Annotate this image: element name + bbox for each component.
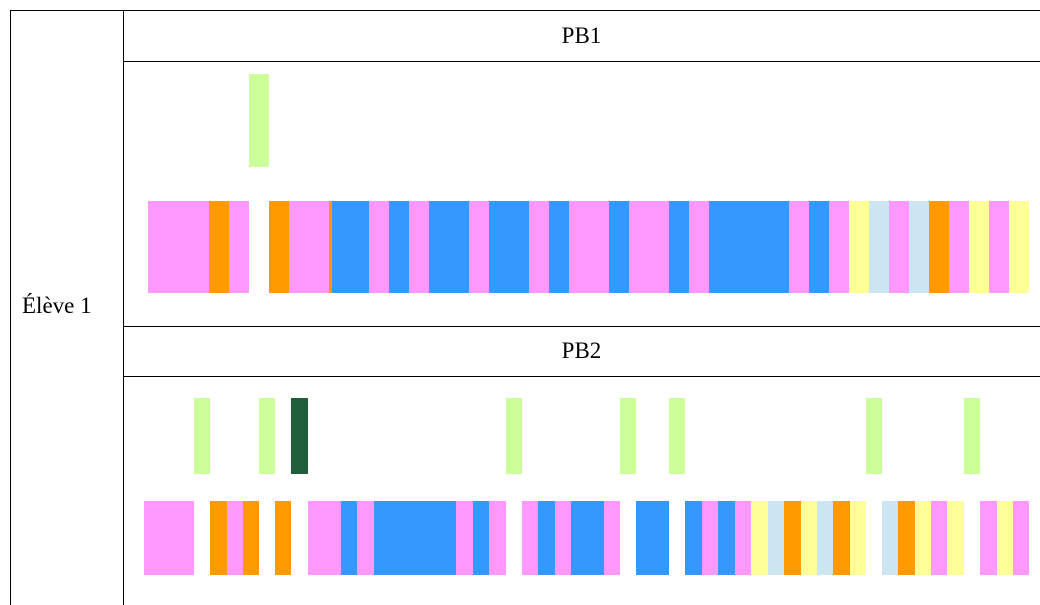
pb1-segment [889,201,909,293]
pb1-segment [869,201,889,293]
pb2-segment [571,501,604,575]
pb1-segment [289,201,329,293]
pb1-segment [949,201,969,293]
pb1-segment [809,201,829,293]
pb1-title: PB1 [561,23,602,48]
pb2-segment [538,501,555,575]
pb2-segment [850,501,866,575]
pb1-title-divider [123,61,1040,62]
pb1-segment [529,201,549,293]
section-divider [123,326,1040,327]
pb2-segment [489,501,506,575]
pb2-upper-mark [291,398,308,474]
pb1-upper-mark [249,74,269,167]
pb2-upper-mark [620,398,636,474]
pb1-segment [1009,201,1029,293]
pb2-segment [947,501,964,575]
pb1-segment [669,201,689,293]
table-border-left [10,10,11,605]
pb2-upper-mark [259,398,275,474]
pb1-segment [609,201,629,293]
pb1-segment [489,201,529,293]
pb2-segment [931,501,947,575]
pb2-segment [1013,501,1029,575]
pb1-segment [929,201,949,293]
pb1-segment [569,201,609,293]
pb1-segment [148,201,209,293]
pb2-segment [456,501,473,575]
row-label-divider [123,10,124,605]
pb1-segment [689,201,709,293]
pb1-segment [229,201,249,293]
pb2-segment [210,501,227,575]
pb1-segment [849,201,869,293]
pb1-segment [389,201,409,293]
pb1-segment [549,201,569,293]
pb2-segment [882,501,898,575]
pb2-segment [817,501,833,575]
pb2-segment [702,501,718,575]
pb1-segment [789,201,809,293]
pb2-segment [636,501,669,575]
pb2-segment [915,501,931,575]
pb2-segment [357,501,374,575]
pb2-segment [555,501,571,575]
pb2-segment [604,501,620,575]
pb2-segment [275,501,291,575]
pb2-upper-mark [669,398,685,474]
pb2-segment [768,501,784,575]
pb1-segment [332,201,369,293]
pb2-segment [243,501,259,575]
pb1-segment [969,201,989,293]
pb1-segment [409,201,429,293]
pb1-segment [269,201,289,293]
pb2-segment [374,501,456,575]
pb2-segment [144,501,194,575]
pb2-segment [718,501,735,575]
pb2-title: PB2 [561,338,602,363]
pb2-upper-mark [506,398,522,474]
pb1-segment [429,201,469,293]
pb1-segment [829,201,849,293]
pb2-segment [308,501,341,575]
pb1-segment [629,201,669,293]
pb2-segment [997,501,1013,575]
row-label: Élève 1 [22,293,92,318]
pb2-segment [784,501,801,575]
pb2-segment [685,501,702,575]
pb2-upper-mark [866,398,882,474]
pb1-segment [709,201,789,293]
pb1-segment [209,201,229,293]
pb1-segment [469,201,489,293]
pb1-segment [909,201,929,293]
pb2-segment [833,501,850,575]
pb2-segment [980,501,997,575]
pb1-segment [369,201,389,293]
pb2-segment [341,501,357,575]
pb2-segment [473,501,489,575]
pb2-upper-mark [964,398,980,474]
pb2-title-divider [123,376,1040,377]
pb2-upper-mark [194,398,210,474]
pb2-segment [751,501,768,575]
pb2-segment [735,501,751,575]
pb2-segment [801,501,817,575]
pb1-segment [989,201,1009,293]
pb1-segment [329,201,332,293]
pb2-segment [227,501,243,575]
pb2-segment [898,501,915,575]
pb2-segment [522,501,538,575]
table-border-top [10,10,1040,11]
